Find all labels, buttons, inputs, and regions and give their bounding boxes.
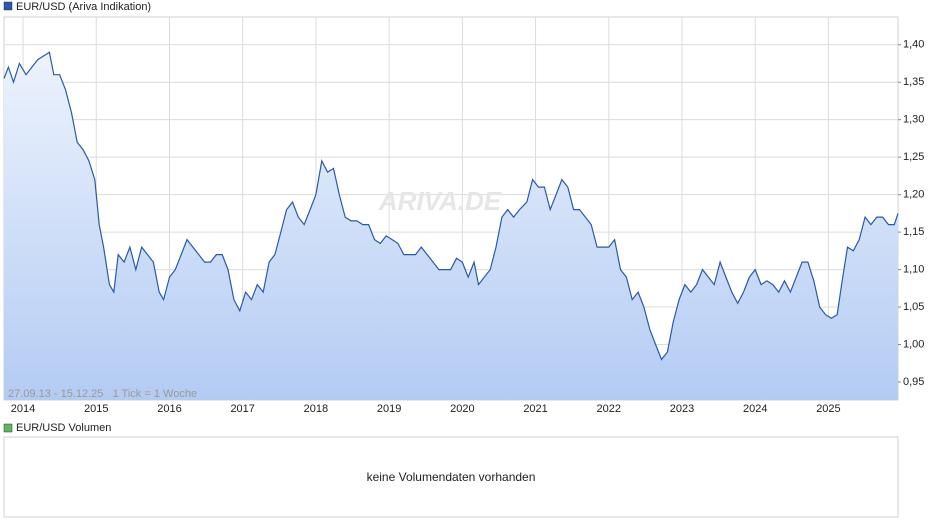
- volume-title: EUR/USD Volumen: [16, 422, 111, 434]
- y-tick-label: 1,00: [903, 338, 924, 350]
- x-tick-label: 2025: [816, 403, 840, 415]
- x-tick-label: 2021: [523, 403, 547, 415]
- x-tick-label: 2018: [304, 403, 328, 415]
- y-tick-label: 1,40: [903, 39, 924, 51]
- x-tick-label: 2020: [450, 403, 474, 415]
- volume-message: keine Volumendaten vorhanden: [367, 470, 536, 484]
- legend-swatch: [3, 1, 13, 11]
- area: [4, 52, 898, 400]
- legend-swatch: [3, 423, 13, 433]
- y-tick-label: 1,05: [903, 301, 924, 313]
- x-tick-label: 2022: [597, 403, 621, 415]
- y-tick-label: 1,25: [903, 151, 924, 163]
- y-tick-label: 1,10: [903, 263, 924, 275]
- watermark: ARIVA.DE: [378, 186, 502, 216]
- range-info: 27.09.13 - 15.12.25 1 Tick = 1 Woche: [8, 388, 197, 400]
- y-tick-label: 1,15: [903, 226, 924, 238]
- volume-frame: [3, 436, 899, 518]
- line: [3, 51, 899, 361]
- x-tick-label: 2023: [670, 403, 694, 415]
- y-tick-label: 0,95: [903, 376, 924, 388]
- x-tick-label: 2014: [11, 403, 35, 415]
- y-tick-label: 1,30: [903, 114, 924, 126]
- x-tick-label: 2024: [743, 403, 767, 415]
- x-tick-label: 2015: [84, 403, 108, 415]
- chart-title: EUR/USD (Ariva Indikation): [16, 1, 151, 13]
- x-tick-label: 2017: [230, 403, 254, 415]
- x-tick-label: 2019: [377, 403, 401, 415]
- y-tick-label: 1,20: [903, 189, 924, 201]
- x-tick-label: 2016: [157, 403, 181, 415]
- y-tick-label: 1,35: [903, 76, 924, 88]
